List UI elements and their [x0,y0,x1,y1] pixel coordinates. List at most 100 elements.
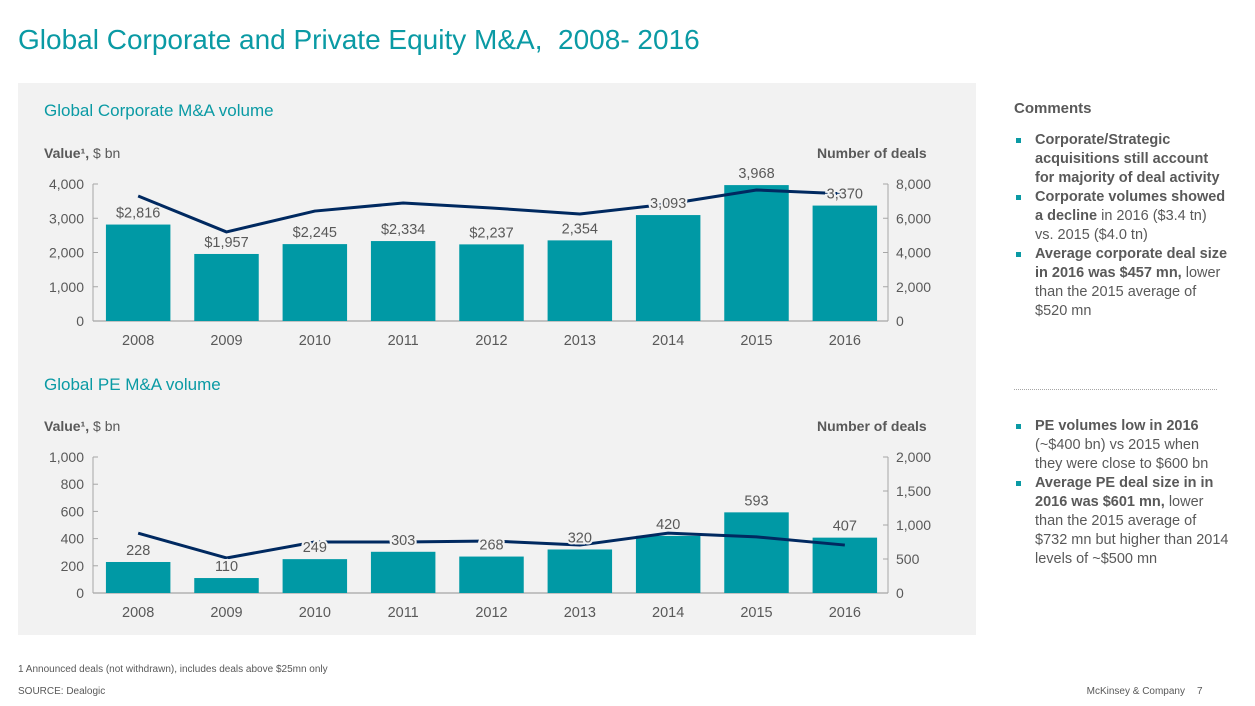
pe-bar-2011 [370,551,436,593]
pe-bar-value-label: 303 [391,533,415,549]
pe-bar-value-label: 420 [656,517,680,533]
corporate-bar-2014 [635,215,701,321]
pe-chart-title: Global PE M&A volume [44,375,221,394]
pe-left-axis-label: Value¹, $ bn [44,418,120,434]
source-note: SOURCE: Dealogic [18,686,106,697]
corporate-left-tick-label: 4,000 [49,176,84,192]
bullet-text: (~$400 bn) vs 2015 when they were close … [1035,437,1209,472]
corporate-bar-2016 [812,205,878,321]
corporate-x-tick-label: 2014 [652,333,684,349]
corporate-right-tick-label: 6,000 [896,210,931,226]
pe-right-axis-label: Number of deals [817,418,927,434]
corporate-bar-value-label: 3,370 [827,187,863,203]
pe-x-tick-label: 2010 [299,605,331,621]
corporate-bar-2011 [370,241,436,321]
pe-left-tick-label: 600 [61,503,85,519]
pe-bar-2015 [724,512,789,593]
comments-panel: Comments Corporate/Strategic acquisition… [1014,100,1229,321]
pe-bar-2012 [459,556,524,593]
corporate-bar-2010 [282,244,348,321]
pe-right-tick-label: 500 [896,551,920,567]
corporate-comment-bullet-1: Corporate volumes showed a decline in 20… [1014,188,1229,245]
pe-bar-value-label: 268 [479,538,503,554]
corporate-left-axis-label: Value¹, $ bn [44,145,120,161]
corporate-bar-2012 [459,244,524,321]
bullet-square-icon [1016,424,1021,429]
pe-bar-value-label: 110 [215,559,238,575]
pe-right-tick-label: 1,000 [896,517,931,533]
corporate-bar-2009 [194,253,259,321]
pe-left-tick-label: 400 [61,531,85,547]
corporate-x-tick-label: 2010 [299,333,331,349]
page-number: 7 [1197,686,1203,697]
comments-list-pe: PE volumes low in 2016 (~$400 bn) vs 201… [1014,417,1229,569]
corporate-right-tick-label: 8,000 [896,176,931,192]
bullet-square-icon [1016,138,1021,143]
footnote: 1 Announced deals (not withdrawn), inclu… [18,664,328,675]
corporate-comment-bullet-2: Average corporate deal size in 2016 was … [1014,245,1229,321]
pe-left-tick-label: 200 [61,558,85,574]
corporate-bar-value-label: 2,354 [562,221,598,237]
corporate-bar-value-label: 3,093 [650,196,686,212]
bullet-bold-text: PE volumes low in 2016 [1035,418,1199,434]
corporate-bar-value-label: $2,245 [293,225,337,241]
corporate-bar-value-label: $2,334 [381,222,425,238]
pe-bar-value-label: 249 [303,540,327,556]
pe-x-tick-label: 2008 [122,605,154,621]
corporate-bar-value-label: $1,957 [204,235,248,251]
corporate-chart-title: Global Corporate M&A volume [44,101,274,120]
bullet-text: lower than the 2015 average of $520 mn [1035,265,1221,319]
corporate-left-tick-label: 3,000 [49,210,84,226]
pe-bar-value-label: 320 [568,530,592,546]
comments-title: Comments [1014,100,1092,117]
bullet-square-icon [1016,252,1021,257]
corporate-comment-bullet-0: Corporate/Strategic acquisitions still a… [1014,131,1229,188]
corporate-right-tick-label: 2,000 [896,279,931,295]
pe-x-tick-label: 2009 [210,605,242,621]
corporate-x-tick-label: 2011 [388,333,419,349]
corporate-x-tick-label: 2009 [210,333,242,349]
brand-label: McKinsey & Company [1086,686,1185,697]
bullet-text: lower than the 2015 average of $732 mn b… [1035,494,1229,567]
pe-bar-2013 [547,549,613,593]
bullet-bold-text: Corporate volumes showed a decline [1035,189,1226,224]
pe-bar-value-label: 407 [833,519,857,535]
page-title: Global Corporate and Private Equity M&A,… [18,24,700,55]
corporate-x-tick-label: 2013 [564,333,596,349]
corporate-left-axis-label-bold: Value¹, [44,145,90,161]
pe-bar-2016 [812,537,878,593]
pe-bar-2010 [282,559,348,593]
pe-right-tick-label: 1,500 [896,483,931,499]
corporate-right-axis-label: Number of deals [817,145,927,161]
corporate-left-axis-label-unit: $ bn [89,145,121,161]
pe-x-tick-label: 2012 [475,605,507,621]
bullet-square-icon [1016,195,1021,200]
corporate-bar-value-label: $2,816 [116,206,160,222]
bullet-text: in 2016 ($3.4 tn) vs. 2015 ($4.0 tn) [1035,208,1207,243]
pe-bar-2008 [105,561,171,593]
pe-bar-value-label: 228 [126,543,150,559]
pe-left-tick-label: 0 [76,585,84,601]
corporate-bar-2013 [547,240,613,321]
pe-right-tick-label: 2,000 [896,449,931,465]
corporate-left-tick-label: 2,000 [49,245,84,261]
bullet-bold-text: Average PE deal size in in 2016 was $601… [1035,475,1214,510]
pe-left-axis-label-bold: Value¹, [44,418,90,434]
bullet-bold-text: Average corporate deal size in 2016 was … [1035,246,1228,281]
bullet-square-icon [1016,481,1021,486]
comments-divider [1014,389,1217,390]
pe-right-tick-label: 0 [896,585,904,601]
pe-bar-value-label: 593 [744,493,768,509]
bullet-bold-text: Corporate/Strategic acquisitions still a… [1035,132,1220,186]
corporate-x-tick-label: 2012 [475,333,507,349]
corporate-bar-2008 [105,224,171,321]
corporate-left-tick-label: 0 [76,313,84,329]
corporate-x-tick-label: 2016 [829,333,861,349]
pe-bar-2009 [194,578,259,593]
pe-x-tick-label: 2016 [829,605,861,621]
corporate-left-tick-label: 1,000 [49,279,84,295]
pe-left-axis-label-unit: $ bn [89,418,121,434]
corporate-bar-value-label: 3,968 [738,166,774,182]
corporate-right-tick-label: 4,000 [896,245,931,261]
